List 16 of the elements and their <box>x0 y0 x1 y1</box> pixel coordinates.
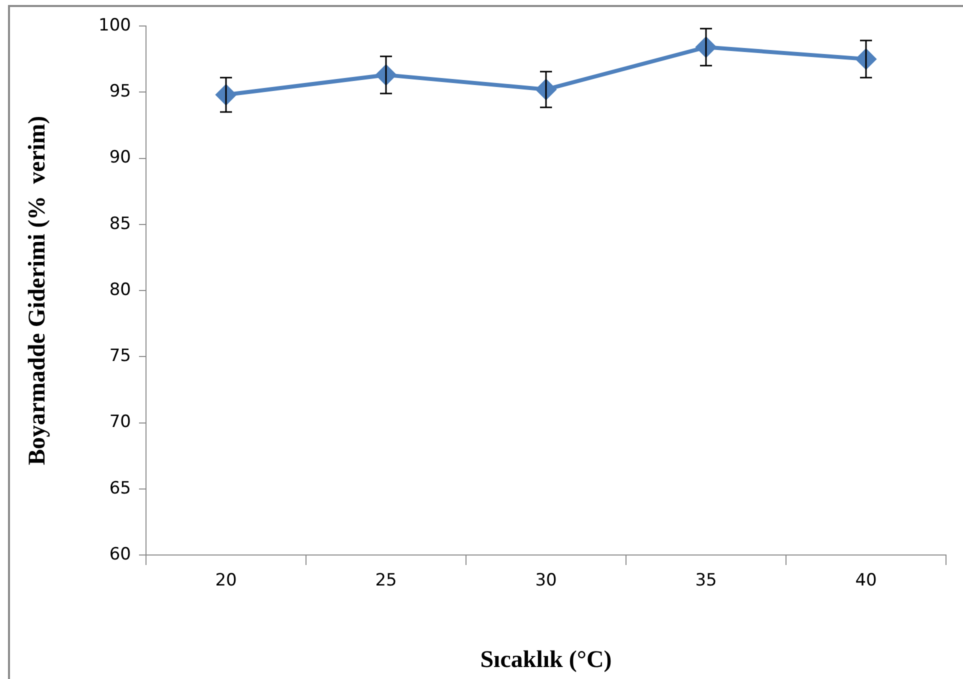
y-tick-label: 80 <box>109 280 131 300</box>
y-tick-label: 75 <box>109 346 131 366</box>
y-tick-label: 65 <box>109 478 131 498</box>
x-tick-label: 30 <box>535 570 557 591</box>
y-tick-label: 100 <box>98 15 131 36</box>
x-axis-title: Sıcaklık (°C) <box>480 646 612 673</box>
y-tick-label: 70 <box>109 412 131 432</box>
y-tick-label: 90 <box>109 148 131 168</box>
x-tick-label: 20 <box>215 570 237 591</box>
y-tick-label: 60 <box>109 544 131 564</box>
y-tick-label: 85 <box>109 214 131 234</box>
y-axis-title: Boyarmadde Giderimi (% verim) <box>24 116 51 466</box>
y-tick-label: 95 <box>109 82 131 102</box>
x-tick-label: 35 <box>695 570 717 591</box>
x-tick-label: 40 <box>855 570 877 591</box>
x-tick-label: 25 <box>375 570 397 591</box>
